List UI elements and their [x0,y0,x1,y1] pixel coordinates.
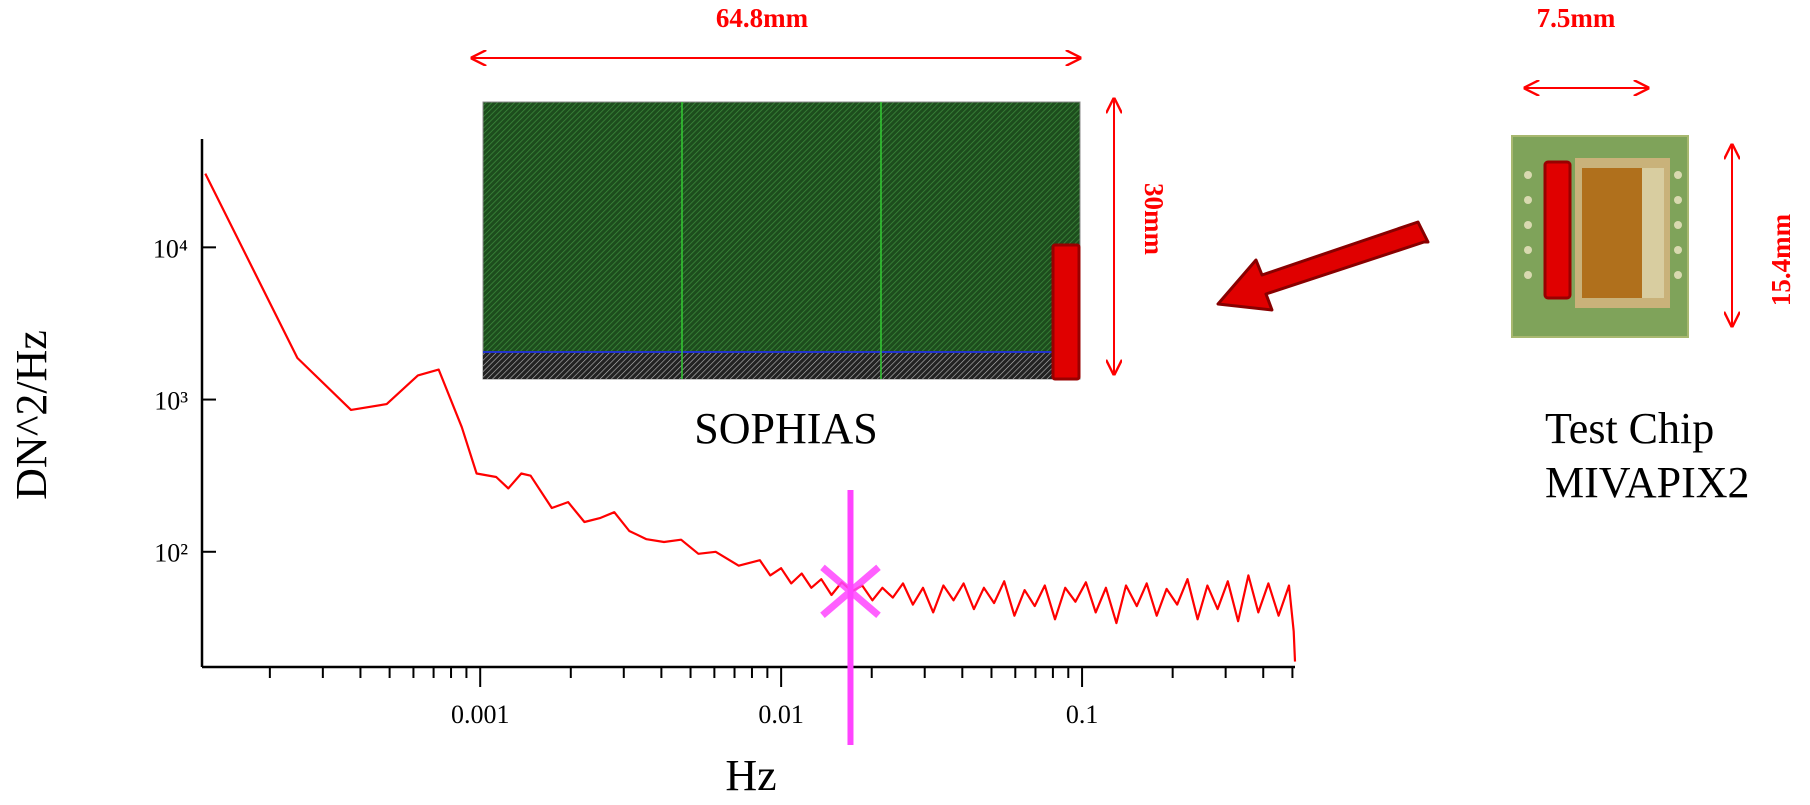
x-tick-label: 0.001 [451,700,510,729]
y-tick-label: 10³ [154,387,188,416]
width-label: 64.8mm [716,3,809,33]
data-line [204,173,1297,662]
x-tick-label: 0.1 [1066,700,1099,729]
marker-cross [820,564,881,618]
y-axis-label: DN^2/Hz [7,330,56,500]
test-chip [1511,135,1689,338]
chip-height-label: 15.4mm [1766,213,1796,306]
sophias-label: SOPHIAS [694,404,877,453]
x-tick-label: 0.01 [758,700,804,729]
pointer-arrow [1216,220,1430,312]
y-tick-label: 10⁴ [153,234,188,263]
chip-width-label: 7.5mm [1537,3,1616,33]
height-label: 30mm [1139,183,1169,255]
y-tick-label: 10² [154,539,188,568]
x-axis-label: Hz [725,751,776,800]
chip-label: Test Chip [1545,404,1714,453]
chip-label: MIVAPIX2 [1545,458,1750,507]
sophias-sensor [482,101,1081,381]
